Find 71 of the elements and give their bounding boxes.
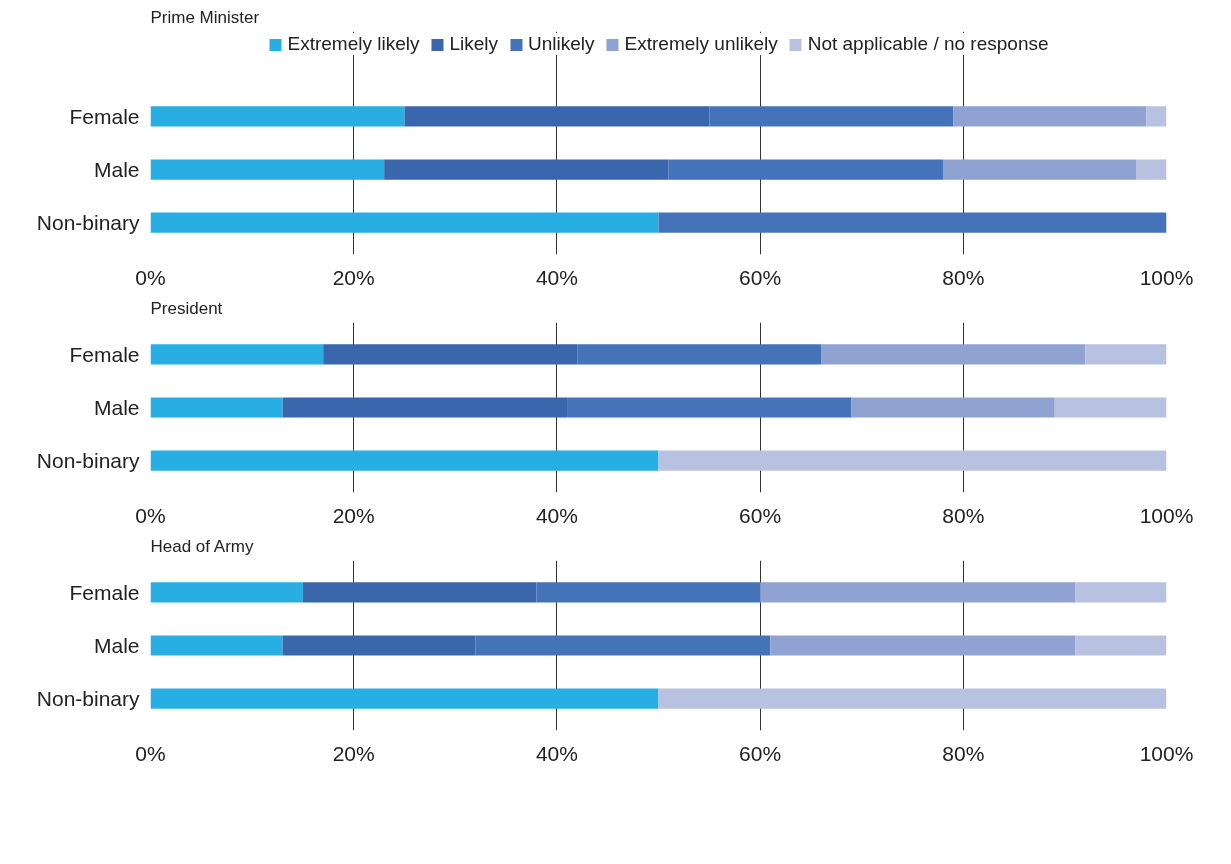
legend-label: Extremely likely — [287, 33, 420, 55]
x-tick-label: 40% — [535, 503, 578, 527]
bar — [475, 635, 771, 656]
legend-label: Not applicable / no response — [807, 33, 1049, 55]
bar — [760, 582, 1076, 603]
bar — [150, 344, 324, 365]
bar — [821, 344, 1086, 365]
y-tick-label: Male — [93, 396, 140, 419]
y-tick-label: Female — [69, 104, 140, 128]
bar — [668, 159, 943, 180]
bar — [384, 159, 669, 180]
bar — [536, 582, 761, 603]
bar — [282, 635, 476, 656]
bar — [851, 397, 1055, 418]
bar — [658, 688, 1167, 709]
bar — [1075, 635, 1167, 656]
bar — [150, 106, 405, 127]
y-tick-label: Non-binary — [36, 449, 140, 473]
x-tick-label: 100% — [1139, 741, 1194, 765]
chart-title: Prime Minister — [150, 7, 260, 27]
x-tick-label: 60% — [739, 503, 782, 527]
bar — [150, 635, 283, 656]
x-tick-label: 80% — [942, 503, 985, 527]
x-tick-label: 0% — [135, 265, 166, 289]
y-tick-label: Male — [93, 158, 140, 182]
y-tick-label: Non-binary — [36, 211, 140, 235]
x-tick-label: 20% — [332, 265, 375, 289]
legend-label: Extremely unlikely — [624, 33, 778, 55]
bar — [150, 582, 303, 603]
bar — [770, 635, 1076, 656]
legend-label: Likely — [449, 33, 499, 55]
x-tick-label: 80% — [942, 265, 985, 289]
bar — [323, 344, 578, 365]
bar — [942, 159, 1137, 180]
chart-title: Head of Army — [150, 536, 254, 556]
bar — [282, 397, 568, 418]
x-tick-label: 40% — [535, 741, 578, 765]
x-tick-label: 100% — [1139, 265, 1194, 289]
bar — [1054, 397, 1167, 418]
y-tick-label: Male — [93, 634, 140, 657]
bar — [1075, 582, 1167, 603]
bar — [567, 397, 852, 418]
bar — [302, 582, 537, 603]
x-tick-label: 20% — [332, 741, 375, 765]
x-tick-label: 60% — [739, 265, 782, 289]
bar — [150, 450, 659, 471]
chart-title: President — [150, 298, 223, 318]
x-tick-label: 20% — [332, 503, 375, 527]
x-tick-label: 100% — [1139, 503, 1194, 527]
bar — [150, 397, 283, 418]
bar — [1085, 344, 1167, 365]
bar — [1146, 106, 1167, 127]
bar — [404, 106, 710, 127]
y-tick-label: Female — [69, 342, 140, 366]
bar — [577, 344, 822, 365]
bar — [658, 450, 1167, 471]
bar — [150, 212, 659, 233]
y-tick-label: Non-binary — [36, 687, 140, 711]
bar — [150, 159, 385, 180]
bar — [658, 212, 1167, 233]
bar — [1136, 159, 1167, 180]
bar — [953, 106, 1147, 127]
x-tick-label: 60% — [739, 741, 782, 765]
x-tick-label: 0% — [135, 741, 166, 765]
bar — [709, 106, 954, 127]
legend-label: Unlikely — [528, 33, 595, 55]
x-tick-label: 80% — [942, 741, 985, 765]
x-tick-label: 0% — [135, 503, 166, 527]
y-tick-label: Female — [69, 580, 140, 604]
bar — [150, 688, 659, 709]
x-tick-label: 40% — [535, 265, 578, 289]
